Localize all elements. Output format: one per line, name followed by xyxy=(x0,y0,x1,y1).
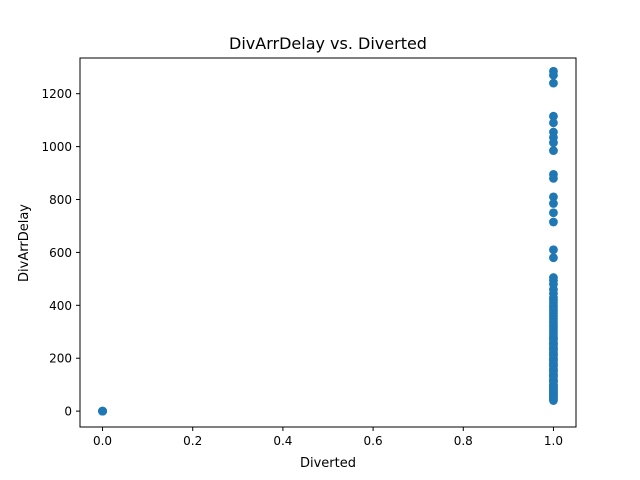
data-point xyxy=(549,146,558,155)
data-point xyxy=(549,173,558,183)
y-tick-label: 1000 xyxy=(41,140,72,154)
plot-area xyxy=(80,58,576,427)
data-point xyxy=(549,192,558,202)
axes-frame xyxy=(79,57,577,428)
data-point xyxy=(549,253,558,263)
chart-title: DivArrDelay vs. Diverted xyxy=(229,34,427,53)
y-tick-label: 600 xyxy=(49,246,72,260)
y-axis-label: DivArrDelay xyxy=(17,204,32,282)
data-point xyxy=(98,406,107,416)
data-point xyxy=(549,78,558,88)
data-point xyxy=(549,333,558,343)
x-tick-label: 0.8 xyxy=(454,434,473,448)
data-point xyxy=(549,70,558,80)
x-tick-label: 1.0 xyxy=(544,434,563,448)
data-point xyxy=(549,138,558,148)
data-point xyxy=(549,199,558,208)
data-point xyxy=(549,111,558,121)
data-point xyxy=(549,245,558,255)
data-point xyxy=(549,396,558,405)
y-tick-label: 800 xyxy=(49,193,72,207)
data-point xyxy=(549,118,558,128)
data-points xyxy=(98,66,558,416)
y-axis-ticks: 0 200 400 600 800 1000 1200 xyxy=(41,87,80,419)
x-tick-label: 0.6 xyxy=(364,434,383,448)
x-tick-label: 0.0 xyxy=(93,434,112,448)
x-axis-ticks: 0.0 0.2 0.4 0.6 0.8 1.0 xyxy=(93,427,563,448)
x-tick-label: 0.2 xyxy=(183,434,202,448)
data-point xyxy=(549,217,558,227)
y-tick-label: 1200 xyxy=(41,87,72,101)
y-tick-label: 0 xyxy=(64,405,72,419)
data-point xyxy=(549,208,558,218)
x-axis-label: Diverted xyxy=(300,456,356,471)
y-tick-label: 400 xyxy=(49,299,72,313)
x-tick-label: 0.4 xyxy=(273,434,292,448)
y-tick-label: 200 xyxy=(49,352,72,366)
